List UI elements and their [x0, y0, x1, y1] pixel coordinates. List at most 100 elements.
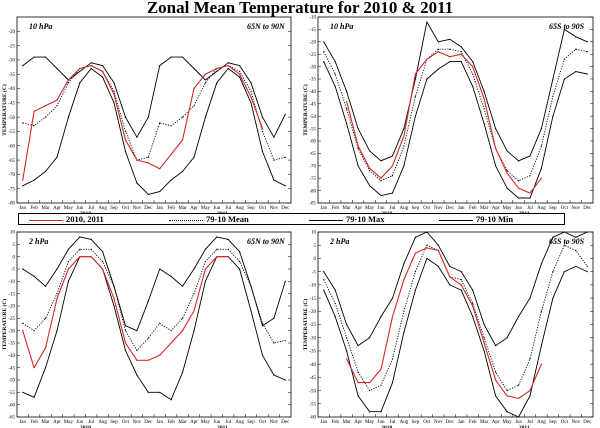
y-tick-label: -5 [312, 270, 317, 275]
data-point-max [403, 263, 405, 265]
x-tick-label: Sep [247, 206, 255, 211]
data-point-max [67, 248, 69, 250]
data-point-obs [124, 342, 127, 344]
series-line-obs [346, 51, 542, 194]
x-tick-label: May [201, 420, 211, 425]
y-tick-label: -5 [11, 268, 16, 273]
x-tick-label: Oct [561, 420, 569, 425]
data-point-mean [449, 48, 451, 50]
data-point-obs [170, 153, 172, 155]
x-tick-label: Feb [30, 420, 38, 425]
data-point-max [437, 41, 439, 43]
y-tick-label: -30 [309, 65, 316, 70]
x-tick-label: Feb [30, 206, 38, 211]
data-point-mean [414, 95, 416, 97]
data-point-obs [102, 268, 104, 270]
data-point-mean [426, 244, 428, 246]
panel-pressure-label: 10 hPa [330, 22, 353, 31]
y-tick-label: -80 [8, 202, 15, 207]
data-point-mean [517, 180, 520, 182]
data-point-mean [204, 261, 206, 263]
series-line-mean [22, 65, 286, 161]
data-point-obs [529, 389, 531, 392]
y-tick-label: -25 [8, 317, 15, 322]
x-tick-label: Dec [144, 206, 153, 211]
x-tick-label: Oct [561, 206, 569, 211]
data-point-max [204, 79, 206, 81]
y-tick-label: -45 [309, 376, 316, 381]
data-point-mean [170, 330, 172, 332]
y-tick-label: -55 [8, 391, 15, 396]
x-tick-label: Jan [156, 420, 163, 425]
data-point-min [67, 116, 69, 118]
panel-region-label: 65N to 90N [247, 22, 286, 31]
data-point-max [540, 128, 543, 130]
data-point-obs [159, 168, 161, 170]
data-point-max [380, 160, 382, 162]
data-point-obs [159, 354, 161, 356]
series-line-obs [346, 247, 542, 400]
data-point-mean [323, 278, 325, 281]
series-line-min [323, 257, 588, 418]
data-point-mean [483, 108, 485, 110]
data-point-max [346, 323, 348, 326]
data-point-obs [517, 397, 520, 400]
x-tick-label: Oct [122, 420, 130, 425]
data-point-max [216, 70, 218, 72]
y-tick-label: -70 [309, 165, 316, 170]
data-point-obs [261, 128, 264, 130]
data-point-min [472, 85, 474, 88]
x-tick-label: Mar [342, 420, 351, 425]
data-point-min [540, 167, 543, 169]
data-point-mean [495, 371, 497, 373]
y-axis-title: TEMPERATURE (C) [1, 84, 8, 136]
data-point-min [136, 182, 138, 184]
legend-swatch-obs [29, 219, 63, 221]
data-point-min [403, 165, 405, 167]
data-point-obs [193, 310, 195, 312]
x-tick-label: Nov [133, 420, 142, 425]
data-point-min [483, 350, 485, 352]
data-point-min [529, 197, 531, 199]
x-tick-label: Sep [247, 420, 255, 425]
data-point-obs [449, 276, 451, 278]
data-point-obs [90, 65, 92, 67]
panel-region-label: 65S to 90S [549, 22, 585, 31]
x-tick-label: Feb [469, 420, 477, 425]
data-point-max [346, 90, 348, 92]
y-tick-label: -40 [8, 87, 15, 92]
data-point-max [368, 337, 371, 339]
data-point-min [67, 280, 69, 282]
data-point-obs [136, 359, 138, 361]
data-point-obs [483, 342, 485, 344]
x-tick-label: Nov [434, 420, 443, 425]
x-tick-label: Jul [88, 206, 94, 211]
legend-item-obs: 2010, 2011 [29, 214, 104, 224]
data-point-min [529, 395, 531, 397]
data-point-mean [552, 271, 554, 273]
y-tick-label: 10 [311, 231, 317, 236]
y-tick-label: -15 [309, 28, 316, 33]
data-point-max [529, 155, 531, 157]
data-point-max [552, 78, 554, 80]
data-point-max [170, 275, 172, 277]
data-point-obs [22, 179, 24, 181]
data-point-min [273, 179, 275, 181]
data-point-obs [346, 358, 348, 360]
x-tick-label: Jun [76, 206, 83, 211]
data-point-mean [391, 358, 394, 360]
data-point-max [147, 116, 149, 118]
data-point-obs [56, 99, 58, 101]
x-tick-label: Aug [400, 206, 409, 211]
data-point-obs [380, 177, 382, 179]
data-point-mean [22, 322, 24, 324]
data-point-obs [44, 347, 47, 349]
data-point-mean [540, 145, 543, 147]
data-point-obs [216, 256, 218, 258]
data-point-max [124, 116, 127, 118]
series-line-max [22, 56, 286, 138]
series-line-mean [22, 248, 286, 351]
data-point-min [261, 354, 264, 356]
data-point-max [273, 317, 275, 319]
data-point-obs [227, 65, 229, 67]
